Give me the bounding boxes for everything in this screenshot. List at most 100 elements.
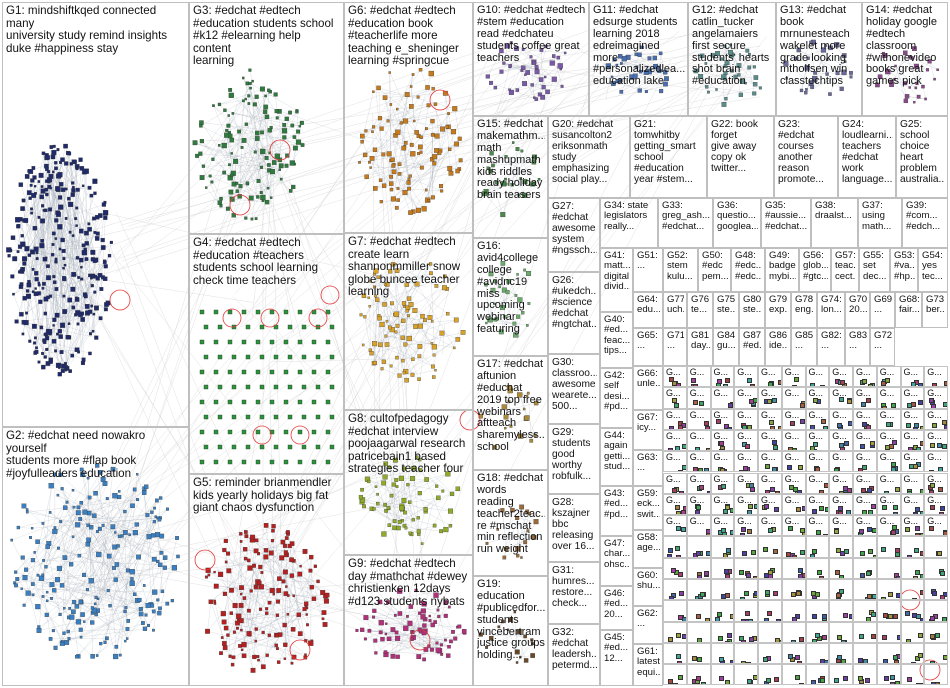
small-group-cell[interactable] (924, 600, 948, 622)
small-group-cell[interactable]: G... (924, 429, 948, 452)
small-group-cell[interactable] (686, 557, 711, 579)
group-panel-g26[interactable]: G26: #ukedch... #science #edchat #ngtcha… (548, 272, 600, 354)
group-panel-g60[interactable]: G60: shu... (633, 568, 663, 606)
small-group-cell[interactable] (686, 536, 711, 558)
small-group-cell[interactable]: G... (758, 493, 782, 516)
group-panel-g29[interactable]: G29: students good worthy robfulk... (548, 424, 600, 494)
group-panel-g41[interactable]: G41: matt... digital divid... (600, 248, 633, 312)
small-group-cell[interactable] (805, 642, 830, 665)
small-group-cell[interactable] (663, 621, 687, 643)
group-panel-g48[interactable]: G48: #edc... #edc... (731, 248, 765, 292)
small-group-cell[interactable] (710, 579, 735, 601)
small-group-cell[interactable]: G... (900, 451, 925, 473)
small-group-cell[interactable]: G... (758, 472, 782, 494)
small-group-cell[interactable]: G... (663, 387, 687, 409)
small-group-cell[interactable] (734, 621, 758, 643)
small-group-cell[interactable]: G... (900, 493, 925, 516)
group-panel-g50[interactable]: G50: #edc pem... (698, 248, 731, 292)
small-group-cell[interactable] (734, 557, 758, 579)
small-group-cell[interactable]: G... (686, 493, 711, 516)
small-group-cell[interactable]: G... (924, 387, 948, 409)
group-panel-g77[interactable]: G77: uch... (663, 292, 687, 328)
group-panel-g71[interactable]: G71: ... (663, 328, 687, 366)
small-group-cell[interactable]: G... (924, 493, 948, 516)
group-panel-g52[interactable]: G52: stem kulu... (663, 248, 698, 292)
small-group-cell[interactable]: G... (734, 451, 758, 473)
small-group-cell[interactable] (758, 642, 782, 665)
small-group-cell[interactable] (710, 621, 735, 643)
small-group-cell[interactable] (663, 557, 687, 579)
group-panel-g87[interactable]: G87: #ed... (739, 328, 765, 366)
group-panel-g20[interactable]: G20: #edchat susancolton2 eriksonmath st… (548, 116, 630, 198)
small-group-cell[interactable]: G... (686, 451, 711, 473)
small-group-cell[interactable]: G... (876, 408, 901, 430)
group-panel-g33[interactable]: G33: greg_ash... #edchat... (658, 198, 713, 248)
small-group-cell[interactable] (900, 600, 925, 622)
small-group-cell[interactable]: G... (900, 366, 925, 388)
small-group-cell[interactable]: G... (876, 366, 901, 388)
small-group-cell[interactable]: G... (853, 366, 877, 388)
small-group-cell[interactable] (900, 621, 925, 643)
small-group-cell[interactable]: G... (924, 472, 948, 494)
small-group-cell[interactable] (758, 557, 782, 579)
small-group-cell[interactable] (924, 642, 948, 665)
group-panel-g54[interactable]: G54: yes tec... (918, 248, 948, 292)
group-panel-g83[interactable]: G83: ... (845, 328, 870, 366)
small-group-cell[interactable]: G... (663, 472, 687, 494)
group-panel-g24[interactable]: G24: loudlearni... teachers #edchat work… (838, 116, 896, 198)
small-group-cell[interactable]: G... (663, 515, 687, 537)
small-group-cell[interactable]: G... (734, 387, 758, 409)
small-group-cell[interactable] (734, 536, 758, 558)
small-group-cell[interactable] (758, 536, 782, 558)
small-group-cell[interactable] (758, 621, 782, 643)
small-group-cell[interactable] (829, 536, 853, 558)
small-group-cell[interactable] (924, 557, 948, 579)
small-group-cell[interactable]: G... (853, 387, 877, 409)
group-panel-g68[interactable]: G68: fair... (895, 292, 922, 328)
small-group-cell[interactable] (781, 557, 806, 579)
small-group-cell[interactable]: G... (829, 429, 853, 452)
small-group-cell[interactable] (710, 600, 735, 622)
group-panel-g3[interactable]: G3: #edchat #edtech #education students … (189, 2, 344, 234)
group-panel-g79[interactable]: G79: exp... (765, 292, 791, 328)
small-group-cell[interactable]: G... (853, 472, 877, 494)
small-group-cell[interactable]: G... (758, 408, 782, 430)
group-panel-g27[interactable]: G27: #edchat awesome system #ngssch... (548, 198, 600, 272)
small-group-cell[interactable]: G... (663, 366, 687, 388)
group-panel-g43[interactable]: G43: #ed... #pd... (600, 486, 633, 536)
small-group-cell[interactable] (853, 536, 877, 558)
group-panel-g1[interactable]: G1: mindshiftkqed connected many univers… (2, 2, 189, 427)
small-group-cell[interactable] (853, 642, 877, 665)
group-panel-g76[interactable]: G76: te... (687, 292, 713, 328)
small-group-cell[interactable] (781, 664, 806, 686)
group-panel-g12[interactable]: G12: #edchat catlin_tucker angelamaiers … (688, 2, 776, 116)
group-panel-g44[interactable]: G44: again getti... stud... (600, 428, 633, 486)
small-group-cell[interactable]: G... (781, 387, 806, 409)
small-group-cell[interactable]: G... (686, 387, 711, 409)
small-group-cell[interactable]: G... (781, 429, 806, 452)
small-group-cell[interactable]: G... (710, 408, 735, 430)
small-group-cell[interactable] (686, 621, 711, 643)
group-panel-g64[interactable]: G64: edu... (633, 292, 663, 328)
group-panel-g39[interactable]: G39: #com... #edch... (902, 198, 948, 248)
small-group-cell[interactable] (924, 536, 948, 558)
group-panel-g84[interactable]: G84: gu... (713, 328, 739, 366)
small-group-cell[interactable] (686, 600, 711, 622)
small-group-cell[interactable]: G... (686, 408, 711, 430)
small-group-cell[interactable]: G... (829, 366, 853, 388)
small-group-cell[interactable]: G... (876, 472, 901, 494)
small-group-cell[interactable]: G... (805, 472, 830, 494)
small-group-cell[interactable]: G... (829, 387, 853, 409)
small-group-cell[interactable]: G... (805, 429, 830, 452)
small-group-cell[interactable]: G... (734, 408, 758, 430)
group-panel-g86[interactable]: G86: ide... (765, 328, 791, 366)
small-group-cell[interactable] (829, 664, 853, 686)
small-group-cell[interactable]: G... (900, 408, 925, 430)
group-panel-g75[interactable]: G75: ste... (713, 292, 739, 328)
small-group-cell[interactable] (663, 579, 687, 601)
small-group-cell[interactable]: G... (781, 472, 806, 494)
group-panel-g25[interactable]: G25: school choice heart problem austral… (896, 116, 948, 198)
small-group-cell[interactable]: G... (686, 472, 711, 494)
group-panel-g38[interactable]: G38: draalst... (811, 198, 858, 248)
small-group-cell[interactable]: G... (710, 366, 735, 388)
